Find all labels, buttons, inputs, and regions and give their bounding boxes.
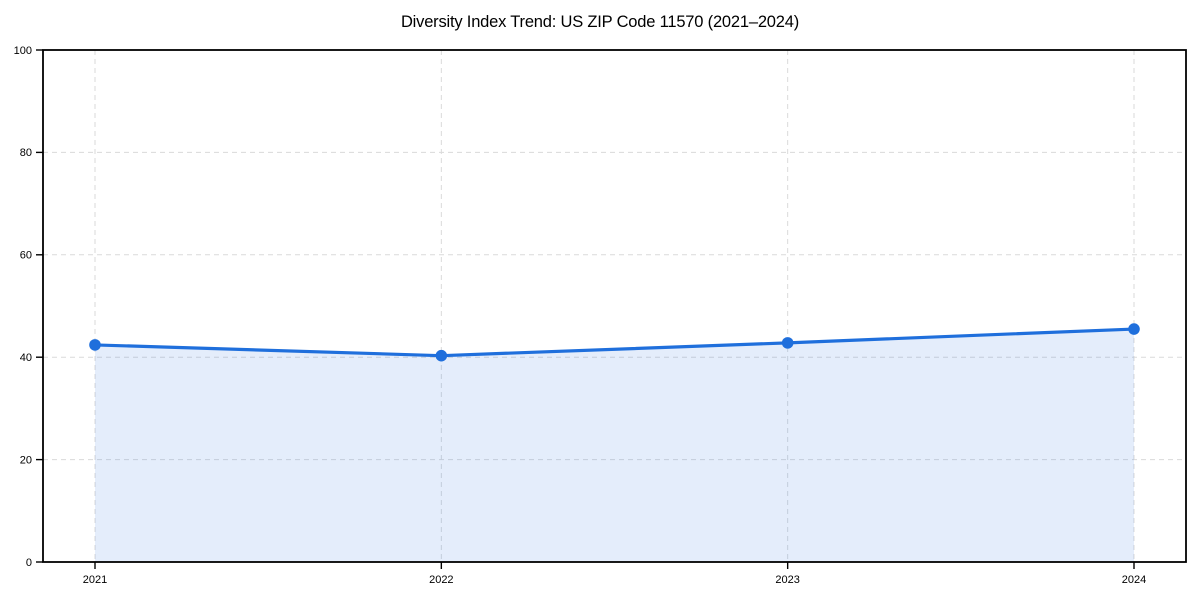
y-axis-tick-label: 0	[26, 557, 32, 569]
data-point-2022	[435, 349, 448, 362]
data-point-2024	[1128, 323, 1140, 335]
y-axis-tick-label: 100	[14, 45, 32, 57]
y-axis-tick-label: 20	[20, 454, 32, 466]
x-axis-tick-label: 2023	[775, 574, 799, 586]
trend-line	[93, 327, 1136, 358]
y-axis-tick-label: 80	[20, 147, 32, 159]
x-axis-tick-label: 2022	[429, 574, 453, 586]
data-point-2023	[781, 337, 794, 349]
plot-border	[42, 49, 1187, 563]
y-axis-tick-label: 60	[20, 250, 32, 262]
x-axis-tick-label: 2024	[1122, 574, 1146, 586]
chart-title: Diversity Index Trend: US ZIP Code 11570…	[400, 13, 800, 31]
y-axis-tick-label: 40	[20, 352, 32, 364]
data-point-2021	[89, 339, 101, 351]
x-axis-tick-label: 2021	[83, 574, 107, 586]
area-fill	[95, 329, 1134, 562]
